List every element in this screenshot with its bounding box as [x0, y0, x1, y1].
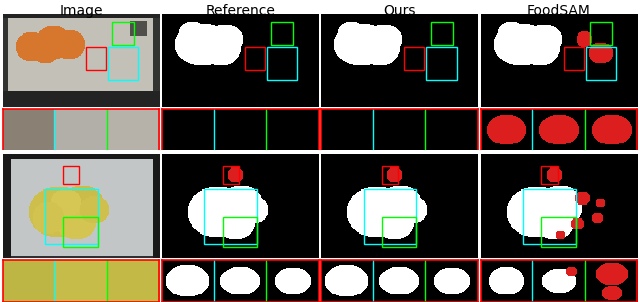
Bar [86, 47, 106, 70]
Text: FoodSAM: FoodSAM [527, 4, 591, 18]
Text: Image: Image [60, 4, 102, 18]
Bar [223, 217, 257, 247]
Bar [523, 189, 576, 244]
Bar [364, 189, 417, 244]
Bar [541, 217, 576, 247]
Bar [541, 165, 557, 184]
Bar [586, 47, 616, 80]
Bar [271, 22, 293, 45]
Bar [223, 165, 239, 184]
Bar [382, 165, 398, 184]
Bar [590, 22, 612, 45]
Text: Ours: Ours [383, 4, 416, 18]
Bar [245, 47, 265, 70]
Bar [267, 47, 298, 80]
Bar [63, 165, 79, 184]
Bar [204, 189, 257, 244]
Bar [112, 22, 134, 45]
Bar [431, 22, 452, 45]
Text: Reference: Reference [205, 4, 275, 18]
Bar [108, 47, 138, 80]
Bar [564, 47, 584, 70]
Bar [63, 217, 98, 247]
Bar [382, 217, 417, 247]
Bar [45, 189, 98, 244]
Bar [404, 47, 424, 70]
Bar [426, 47, 457, 80]
